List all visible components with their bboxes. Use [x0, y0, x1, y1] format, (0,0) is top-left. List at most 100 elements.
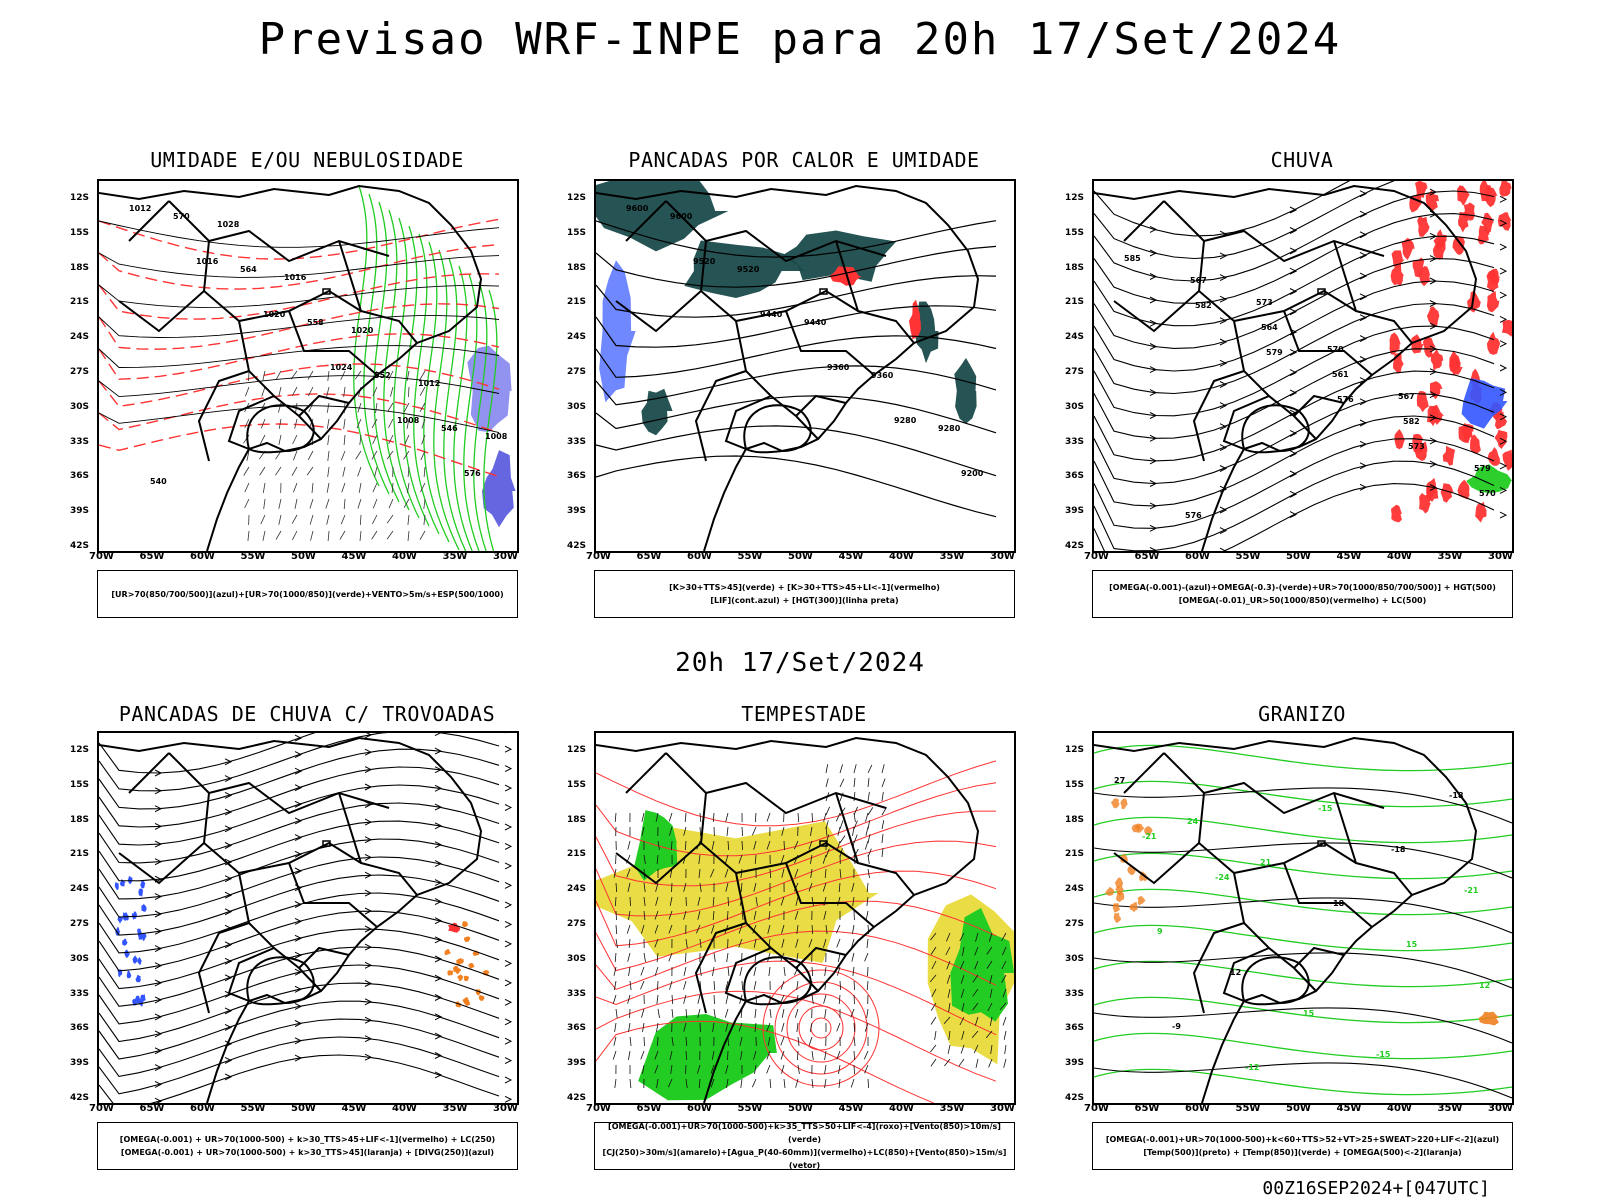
wind-vector: [262, 370, 266, 381]
wind-vector: [697, 896, 701, 906]
wind-vector: [613, 966, 617, 976]
streamline-arrow: [504, 1076, 513, 1084]
streamline-arrow: [1219, 252, 1228, 260]
state-border: [1113, 842, 1200, 885]
streamline-arrow: [434, 879, 443, 887]
state-border: [1113, 290, 1200, 333]
streamline-arrow: [224, 842, 233, 849]
wind-vector: [867, 848, 872, 858]
wind-vector: [261, 386, 266, 397]
lon-tick-label: 60W: [1185, 551, 1210, 562]
streamline-arrow: [1219, 527, 1228, 535]
lon-tick-label: 55W: [240, 551, 266, 562]
wind-vector: [712, 966, 715, 976]
lon-tick-label: 30W: [493, 551, 518, 562]
streamline-arrow: [154, 910, 163, 918]
wind-vector: [797, 1064, 800, 1074]
noise: [181, 365, 189, 371]
wind-vector: [685, 1050, 688, 1061]
streamline-arrow: [434, 766, 443, 774]
wind-vector: [278, 514, 282, 525]
lat-tick-label: 27S: [567, 919, 587, 929]
wind-vector: [839, 820, 844, 830]
isoline: [99, 345, 500, 368]
wind-vector: [260, 514, 266, 525]
streamline-arrow: [224, 974, 233, 982]
wind-vector: [824, 966, 827, 976]
streamline-arrow: [1359, 335, 1368, 343]
wind-vector: [881, 778, 886, 788]
streamline-arrow: [294, 1020, 303, 1027]
streamline-arrow: [434, 733, 442, 737]
wind-vector: [851, 952, 855, 962]
wind-vector: [308, 402, 314, 413]
wind-vector: [343, 386, 346, 397]
rain-red-area: [1391, 250, 1405, 269]
wind-vector: [292, 434, 298, 445]
wind-vector: [755, 896, 758, 906]
lat-tick-label: 39S: [1065, 506, 1085, 517]
lat-tick-label: 33S: [70, 436, 90, 447]
contour-label: 9520: [737, 265, 760, 274]
wind-vector: [724, 1008, 729, 1018]
streamline: [1094, 415, 1495, 507]
state-border: [298, 394, 350, 417]
wind-vector: [810, 868, 813, 878]
state-border: [168, 200, 390, 263]
contour-label: 576: [1185, 511, 1202, 520]
humidity-green-contour: [403, 225, 430, 527]
streamline-arrow: [1289, 206, 1298, 214]
wind-vector: [727, 966, 730, 976]
streamline-arrow: [154, 840, 163, 848]
wind-vector: [866, 882, 869, 893]
wind-vector: [615, 924, 618, 935]
divergence-blue-area: [115, 926, 121, 936]
wind-vector: [615, 1008, 618, 1018]
rain-red-area: [1426, 485, 1439, 502]
contour-label: -24: [1215, 873, 1230, 882]
lon-tick-label: 45W: [838, 1103, 864, 1114]
wind-vector: [850, 1078, 855, 1088]
streamline-arrow: [1149, 502, 1158, 510]
wind-vector: [372, 498, 378, 509]
wind-vector: [930, 1058, 937, 1067]
wind-vector: [946, 960, 951, 970]
wind-vector: [838, 882, 841, 893]
wind-vector: [643, 952, 646, 962]
wind-vector: [275, 370, 282, 380]
wind-vector: [837, 896, 841, 906]
wind-vector: [612, 994, 617, 1004]
streamline-arrow: [1149, 296, 1158, 304]
wind-vector: [668, 910, 673, 920]
lon-tick-label: 60W: [190, 1103, 215, 1114]
wind-vector: [407, 530, 410, 541]
isoline: [99, 315, 500, 338]
wind-vector: [340, 450, 346, 461]
wind-vector: [781, 868, 785, 878]
lon-tick-label: 45W: [341, 551, 367, 562]
map-panel-chuva: 585 582 579 576 573 570 567 564 561 582 579 576 573 5…: [1092, 179, 1514, 553]
map-panel-umidade: 1012 1016 1020 1024 1008 576 570 564 558 552 546 54…: [97, 179, 519, 553]
wind-vector: [699, 938, 702, 948]
wind-vector: [275, 466, 282, 476]
state-border: [699, 792, 859, 875]
omega-orange-area: [1120, 798, 1129, 810]
wind-vector: [311, 482, 314, 494]
wind-vector: [420, 450, 426, 461]
contour-label: 570: [1479, 489, 1496, 498]
wind-vector: [327, 434, 330, 445]
streamline-arrow: [1219, 547, 1227, 551]
wind-vector: [837, 966, 841, 976]
streamline-arrow: [224, 1007, 233, 1015]
lon-tick-label: 35W: [939, 1103, 965, 1114]
noise: [105, 313, 113, 319]
panel-title-umidade: UMIDADE E/OU NEBULOSIDADE: [150, 148, 464, 172]
streamline-arrow: [434, 841, 443, 849]
divergence-blue-area: [137, 957, 142, 965]
uruguay-outline: [246, 956, 315, 1006]
low-pressure-contour: [786, 993, 856, 1063]
wind-vector: [615, 882, 618, 893]
lat-tick-label: 36S: [70, 1023, 90, 1034]
lon-tick-label: 40W: [1387, 1103, 1412, 1114]
thunder-orange-area: [447, 970, 454, 976]
